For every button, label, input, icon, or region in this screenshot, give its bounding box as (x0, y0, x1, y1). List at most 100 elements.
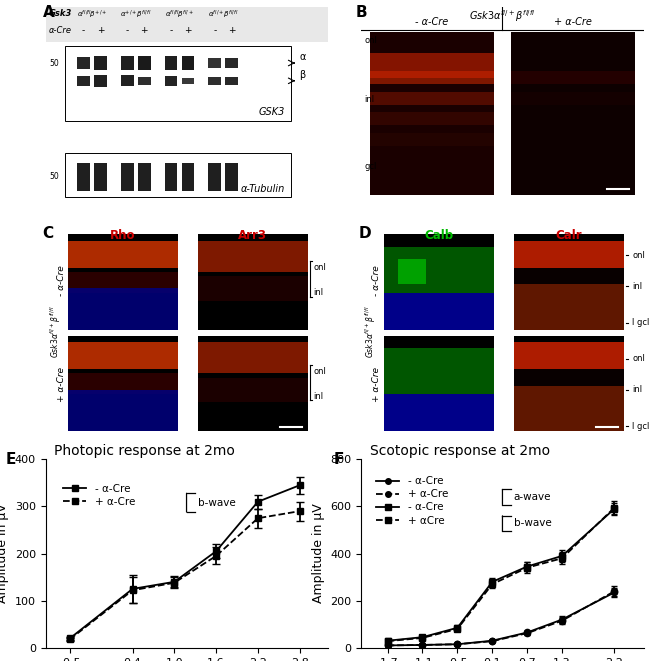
Text: Arr3: Arr3 (239, 229, 267, 243)
Bar (68, 390, 178, 432)
Text: α: α (300, 52, 306, 62)
Bar (514, 336, 624, 432)
Bar (77, 57, 90, 69)
Bar (370, 54, 494, 78)
Bar (384, 247, 494, 293)
Text: +: + (184, 26, 192, 36)
Bar (164, 56, 177, 70)
Text: + α-Cre: + α-Cre (57, 368, 66, 403)
Text: onl: onl (632, 251, 645, 260)
Text: +: + (228, 26, 235, 36)
Text: onl: onl (632, 354, 645, 364)
Text: a-wave: a-wave (514, 492, 551, 502)
Bar (68, 235, 178, 330)
Bar (514, 386, 624, 432)
Bar (370, 71, 494, 84)
Bar (384, 336, 494, 432)
Bar (198, 336, 308, 432)
Text: Photopic response at 2mo: Photopic response at 2mo (54, 444, 235, 458)
Text: onl: onl (313, 263, 326, 272)
Bar (65, 153, 291, 196)
Text: Calr: Calr (556, 229, 582, 243)
Text: onl: onl (313, 367, 326, 376)
Bar (511, 71, 635, 84)
Bar (138, 163, 151, 190)
Text: Gsk3: Gsk3 (48, 9, 72, 18)
Bar (121, 163, 134, 190)
Bar (68, 373, 178, 394)
Bar (361, 7, 644, 30)
Text: b-wave: b-wave (198, 498, 235, 508)
Text: -: - (170, 26, 173, 36)
Text: +: + (97, 26, 104, 36)
Text: β: β (300, 70, 306, 80)
Text: D: D (359, 226, 371, 241)
Text: - α-Cre: - α-Cre (415, 17, 448, 27)
Bar (514, 369, 624, 386)
Bar (94, 163, 107, 190)
Text: 50: 50 (50, 173, 60, 181)
Bar (77, 163, 90, 190)
Legend: - α-Cre, + α-Cre: - α-Cre, + α-Cre (59, 480, 139, 511)
Bar (209, 77, 221, 85)
Text: - α-Cre: - α-Cre (57, 266, 66, 297)
Bar (77, 75, 90, 86)
Text: l gcl: l gcl (632, 318, 649, 327)
Text: Rho: Rho (111, 229, 136, 243)
Bar (164, 76, 177, 86)
Text: $\alpha^{+/+}\beta^{fl/fl}$: $\alpha^{+/+}\beta^{fl/fl}$ (120, 9, 151, 21)
Bar (121, 75, 134, 87)
Bar (384, 348, 494, 394)
Bar (226, 58, 238, 69)
Text: gcl: gcl (364, 163, 376, 171)
Bar (511, 32, 635, 194)
Bar (68, 336, 178, 432)
Text: α-Tubulin: α-Tubulin (241, 184, 285, 194)
Text: B: B (356, 5, 367, 20)
Text: inl: inl (313, 392, 324, 401)
Bar (94, 56, 107, 70)
Bar (181, 163, 194, 190)
Text: $\alpha^{fl/fl}\beta^{fl/+}$: $\alpha^{fl/fl}\beta^{fl/+}$ (165, 9, 194, 21)
Bar (198, 241, 308, 272)
Bar (138, 77, 151, 85)
Text: Calb: Calb (424, 229, 454, 243)
Text: inl: inl (364, 95, 374, 104)
Bar (181, 56, 194, 70)
Bar (514, 268, 624, 284)
Text: $\alpha^{fl/fl}\beta^{+/+}$: $\alpha^{fl/fl}\beta^{+/+}$ (77, 9, 107, 21)
Bar (514, 241, 624, 268)
Bar (198, 235, 308, 330)
Bar (198, 276, 308, 301)
Bar (68, 241, 178, 268)
Text: A: A (43, 5, 55, 20)
Text: +: + (140, 26, 148, 36)
Bar (370, 112, 494, 125)
Bar (370, 133, 494, 146)
Text: l gcl: l gcl (632, 422, 649, 431)
Bar (65, 46, 291, 122)
Legend: - α-Cre, + α-Cre, - α-Cre, + αCre: - α-Cre, + α-Cre, - α-Cre, + αCre (372, 472, 452, 529)
Bar (514, 342, 624, 369)
Bar (68, 272, 178, 293)
Y-axis label: Amplitude in µV: Amplitude in µV (312, 504, 325, 603)
Bar (138, 56, 151, 71)
Bar (226, 77, 238, 85)
Bar (198, 342, 308, 373)
Bar (164, 163, 177, 190)
Text: E: E (6, 451, 16, 467)
Bar (398, 259, 426, 284)
Bar (370, 32, 494, 194)
Bar (68, 288, 178, 330)
Text: 50: 50 (50, 59, 60, 67)
Text: inl: inl (632, 282, 642, 291)
Text: - α-Cre: - α-Cre (372, 266, 382, 297)
Bar (370, 92, 494, 105)
Text: inl: inl (313, 288, 324, 297)
Bar (384, 235, 494, 330)
Text: Scotopic response at 2mo: Scotopic response at 2mo (370, 444, 550, 458)
Bar (198, 377, 308, 403)
Bar (209, 58, 221, 68)
Text: -: - (213, 26, 216, 36)
Bar (384, 293, 494, 330)
